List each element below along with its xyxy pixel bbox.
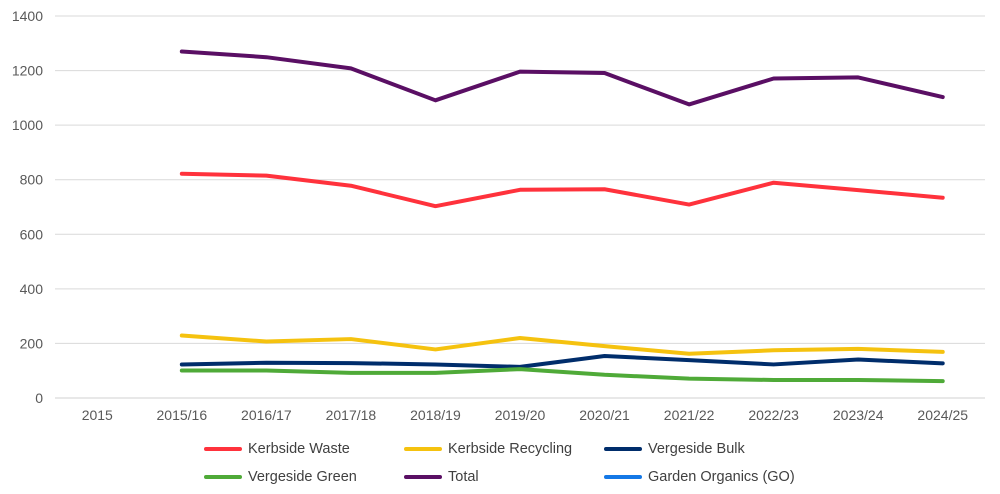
legend-item-garden-organics: Garden Organics (GO) <box>604 469 795 485</box>
series-line-vergeside-green <box>179 367 945 384</box>
legend-swatch <box>204 475 242 479</box>
x-tick-label: 2017/18 <box>326 407 377 423</box>
y-tick-label: 1000 <box>12 117 43 133</box>
y-axis-ticks: 0 200 400 600 800 1000 1200 1400 <box>12 8 43 406</box>
series-lines <box>179 49 945 384</box>
x-tick-label: 2024/25 <box>917 407 968 423</box>
legend-swatch <box>604 475 642 479</box>
legend-item-vergeside-bulk: Vergeside Bulk <box>604 441 745 457</box>
x-tick-label: 2023/24 <box>833 407 884 423</box>
series-line-total <box>179 49 945 107</box>
y-tick-label: 200 <box>20 335 44 351</box>
legend-label: Kerbside Recycling <box>448 441 573 457</box>
x-tick-label: 2022/23 <box>748 407 799 423</box>
series-line-kerbside-recycling <box>179 333 945 356</box>
legend-label: Total <box>448 469 479 485</box>
y-tick-label: 800 <box>20 172 44 188</box>
x-tick-label: 2020/21 <box>579 407 630 423</box>
legend-swatch <box>604 447 642 451</box>
legend-item-total: Total <box>404 469 479 485</box>
x-tick-label: 2018/19 <box>410 407 461 423</box>
legend-label: Vergeside Bulk <box>648 441 745 457</box>
legend-label: Garden Organics (GO) <box>648 469 795 485</box>
x-tick-label: 2016/17 <box>241 407 292 423</box>
x-tick-label: 2015/16 <box>157 407 208 423</box>
legend-swatch <box>404 475 442 479</box>
legend-swatch <box>204 447 242 451</box>
y-tick-label: 1400 <box>12 8 43 24</box>
legend-swatch <box>404 447 442 451</box>
x-axis-ticks: 2015 2015/16 2016/17 2017/18 2018/19 2019/20 2… <box>82 407 969 423</box>
x-tick-label: 2019/20 <box>495 407 546 423</box>
legend-item-kerbside-recycling: Kerbside Recycling <box>404 441 572 457</box>
x-tick-label: 2021/22 <box>664 407 715 423</box>
y-tick-label: 0 <box>35 390 43 406</box>
x-tick-label: 2015 <box>82 407 113 423</box>
legend-item-kerbside-waste: Kerbside Waste <box>204 441 350 457</box>
y-tick-label: 400 <box>20 281 44 297</box>
legend-item-vergeside-green: Vergeside Green <box>204 469 357 485</box>
series-line-kerbside-waste <box>179 171 945 209</box>
legend-label: Kerbside Waste <box>248 441 350 457</box>
legend-label: Vergeside Green <box>248 469 357 485</box>
series-line-vergeside-bulk <box>179 353 945 369</box>
y-tick-label: 1200 <box>12 63 43 79</box>
y-tick-label: 600 <box>20 226 44 242</box>
gridlines <box>55 15 985 399</box>
